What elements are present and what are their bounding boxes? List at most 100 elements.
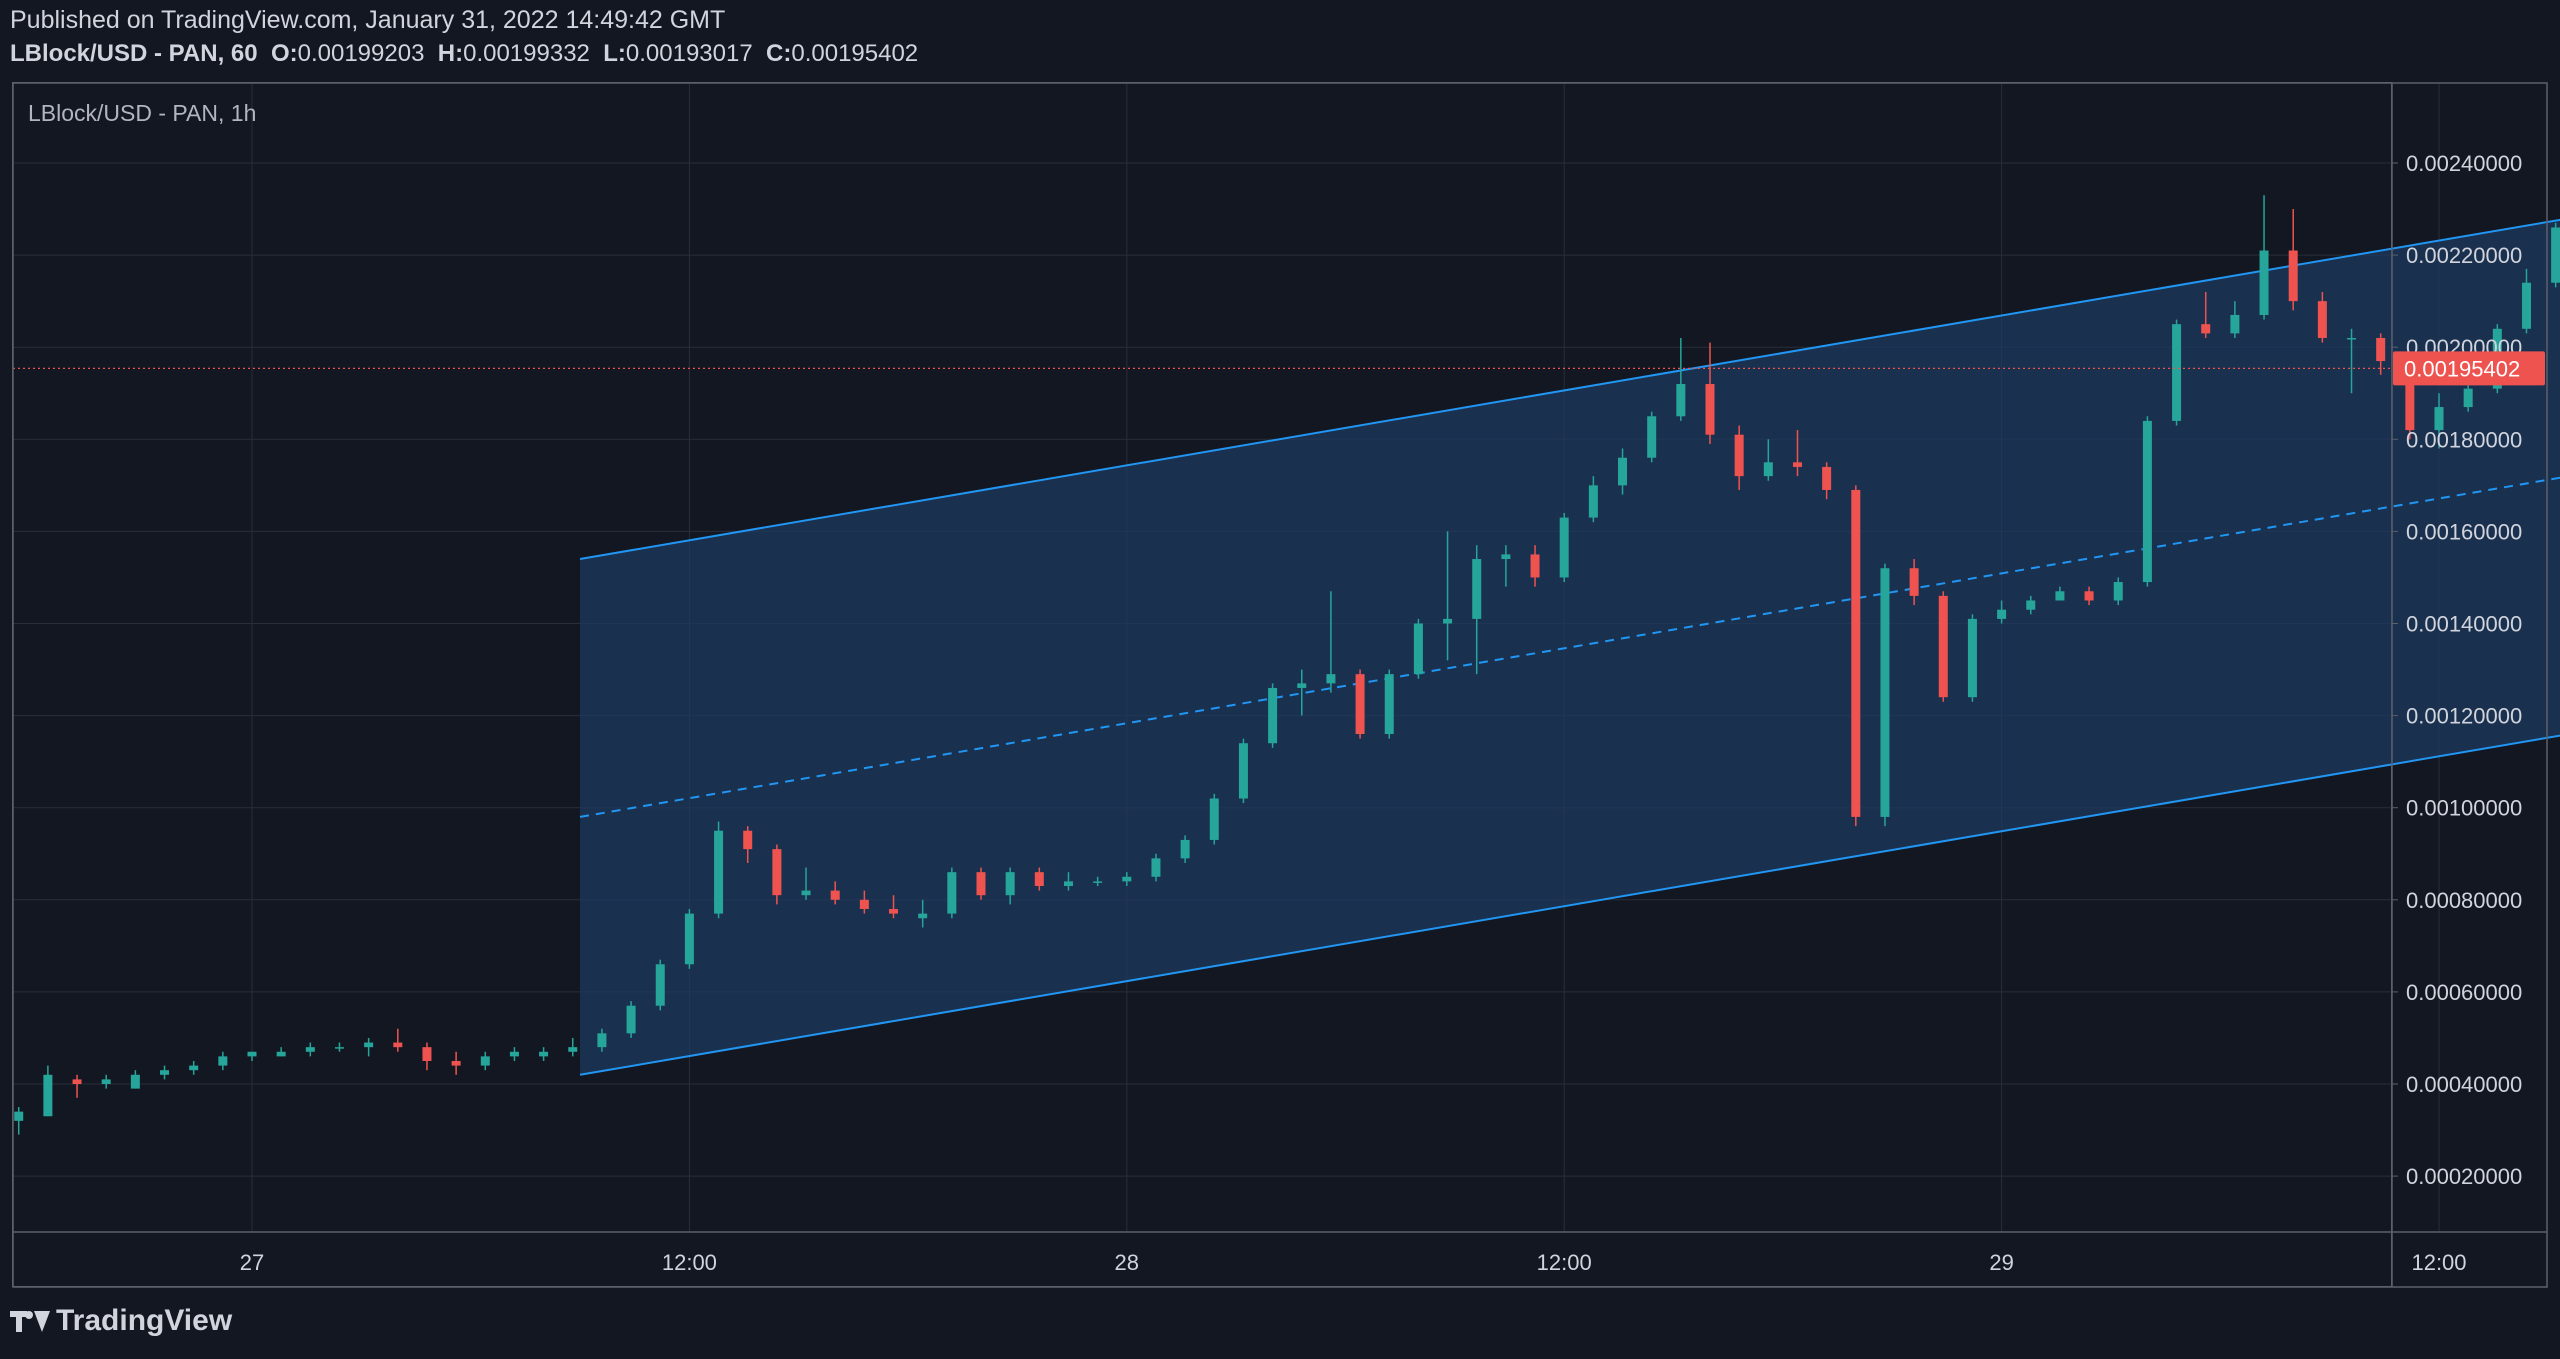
candle-body — [1209, 798, 1219, 840]
candle-body — [1676, 384, 1686, 417]
candle-body — [1413, 623, 1423, 675]
tradingview-logo-icon — [10, 1308, 50, 1334]
candle-body — [1559, 517, 1569, 578]
candle-body — [247, 1051, 257, 1057]
candle-body — [509, 1051, 519, 1057]
candle-body — [2347, 337, 2357, 340]
y-axis-label: 0.00060000 — [2406, 980, 2522, 1005]
candle-body — [568, 1047, 578, 1052]
y-axis-label: 0.00220000 — [2406, 243, 2522, 268]
candle-body — [1297, 683, 1307, 688]
candle-body — [2376, 337, 2386, 362]
channel-fill — [580, 219, 2560, 1075]
candle-body — [1063, 881, 1073, 886]
candle-body — [1938, 595, 1948, 698]
candle-body — [2201, 324, 2211, 334]
published-info: Published on TradingView.com, January 31… — [10, 6, 726, 34]
candle-body — [1326, 674, 1336, 684]
candle-body — [1093, 881, 1103, 883]
chart-legend: LBlock/USD - PAN, 1h — [28, 100, 257, 126]
candle-body — [2551, 227, 2560, 283]
candle-body — [189, 1065, 199, 1071]
candle-body — [1967, 618, 1977, 698]
candle-body — [43, 1074, 53, 1117]
candle-body — [1588, 485, 1598, 518]
candle-body — [1268, 687, 1278, 744]
low-value: 0.00193017 — [625, 40, 753, 67]
candle-body — [1734, 434, 1744, 477]
candle-body — [72, 1079, 82, 1084]
y-axis-label: 0.00040000 — [2406, 1072, 2522, 1097]
high-label: H: — [437, 40, 464, 67]
candle-body — [393, 1042, 403, 1048]
candle-body — [1618, 457, 1628, 486]
x-axis-label: 12:00 — [662, 1250, 717, 1275]
candle-body — [1763, 462, 1773, 477]
candle-body — [1909, 568, 1919, 596]
candle-body — [1034, 872, 1044, 886]
channel-median-line — [579, 476, 2560, 818]
candle-body — [655, 964, 665, 1006]
candle-body — [422, 1047, 432, 1061]
candle-body — [830, 890, 840, 900]
x-axis-label: 12:00 — [1537, 1250, 1592, 1275]
candle-body — [451, 1060, 461, 1066]
candle-body — [2230, 314, 2240, 334]
candle-body — [743, 830, 753, 850]
candle-body — [772, 849, 782, 896]
candle-body — [539, 1051, 549, 1057]
candle-body — [2434, 407, 2444, 431]
candle-body — [334, 1047, 344, 1049]
candle-body — [1122, 876, 1132, 882]
candle-body — [918, 913, 928, 919]
candle-body — [1151, 858, 1161, 877]
candle-body — [2288, 250, 2298, 302]
candle-body — [2113, 582, 2123, 601]
close-label: C: — [766, 40, 792, 67]
candle-body — [2259, 250, 2269, 315]
open-value: 0.00199203 — [297, 40, 425, 67]
candle-body — [101, 1079, 111, 1084]
candle-body — [160, 1070, 170, 1075]
candle-body — [976, 872, 986, 896]
candle-body — [1238, 743, 1248, 799]
y-axis-label: 0.00100000 — [2406, 796, 2522, 821]
candle-body — [305, 1047, 315, 1052]
symbol-label: LBlock/USD - PAN, 60 — [10, 40, 258, 67]
candle-body — [1384, 674, 1394, 735]
low-label: L: — [603, 40, 626, 67]
outer-border — [12, 82, 2548, 1288]
x-axis-label: 27 — [240, 1250, 264, 1275]
candle-body — [1705, 384, 1715, 435]
current-price-tag — [2393, 351, 2545, 386]
candle-body — [2463, 388, 2473, 408]
candle-body — [1792, 462, 1802, 467]
y-axis-label: 0.00160000 — [2406, 519, 2522, 544]
y-axis-label: 0.00120000 — [2406, 704, 2522, 729]
channel-upper-line — [579, 218, 2560, 561]
candle-body — [14, 1111, 24, 1121]
open-label: O: — [270, 40, 298, 67]
y-axis-label: 0.00020000 — [2406, 1164, 2522, 1189]
candle-body — [1851, 489, 1861, 817]
candle-body — [947, 872, 957, 914]
candle-body — [626, 1005, 636, 1034]
candle-body — [714, 830, 724, 914]
x-axis-label: 29 — [1989, 1250, 2013, 1275]
brand-name: TradingView — [56, 1304, 233, 1337]
candle-body — [276, 1051, 286, 1057]
candle-body — [2055, 591, 2065, 601]
candle-body — [130, 1074, 140, 1089]
tradingview-logo[interactable]: TradingView — [10, 1304, 232, 1338]
candle-body — [1997, 609, 2007, 619]
candle-body — [597, 1033, 607, 1048]
candle-body — [1501, 554, 1511, 560]
candle-body — [2317, 301, 2327, 338]
candle-body — [889, 909, 899, 914]
candle-body — [1005, 872, 1015, 896]
candle-body — [2172, 324, 2182, 421]
candle-body — [2084, 591, 2094, 601]
y-axis-label: 0.00080000 — [2406, 888, 2522, 913]
candle-body — [1443, 618, 1453, 624]
